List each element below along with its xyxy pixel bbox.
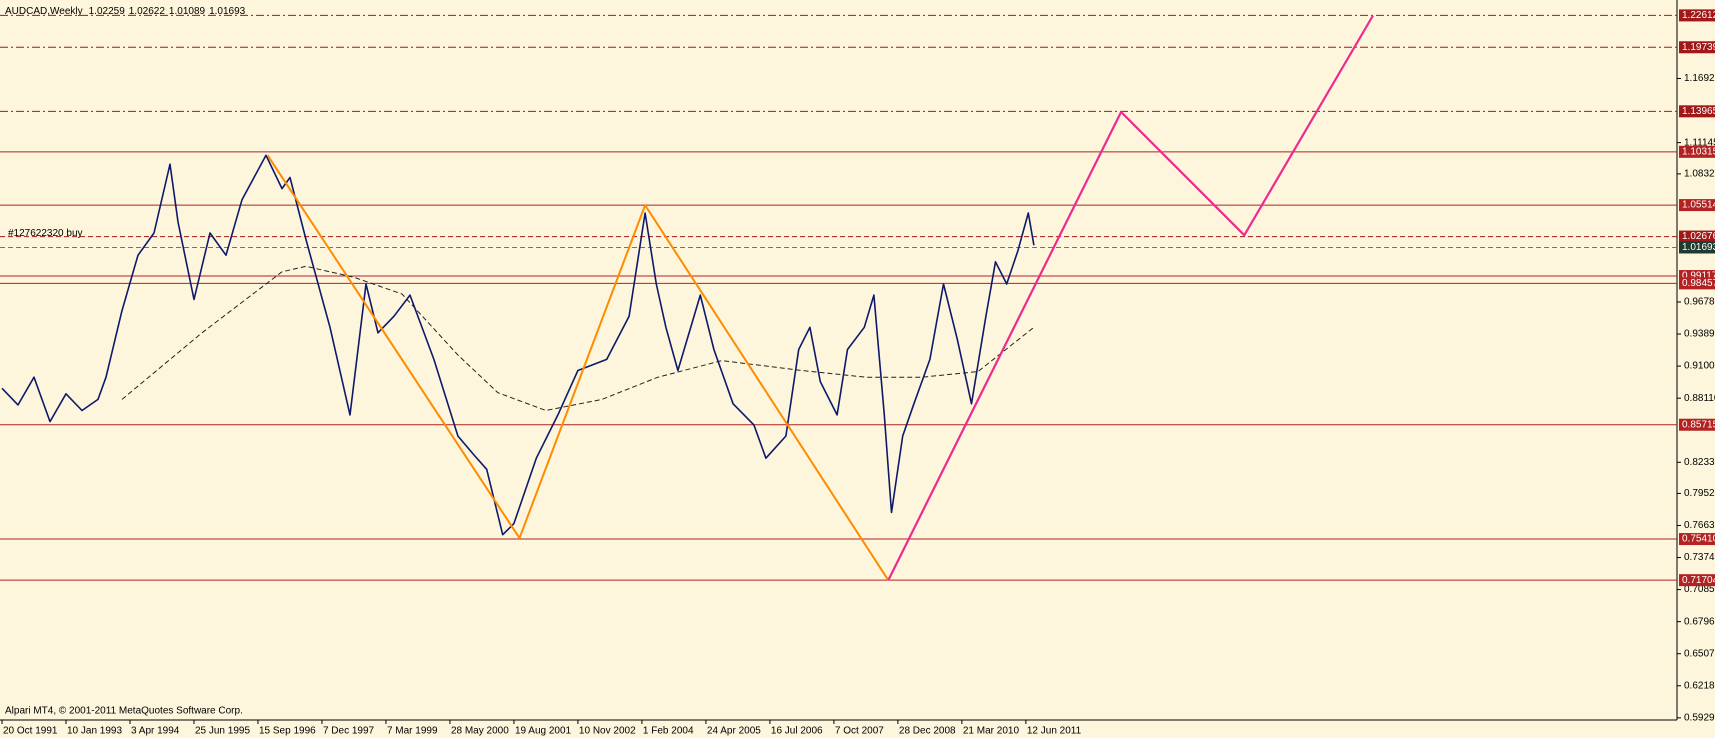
price-level-box [1679,230,1715,243]
x-tick-label: 1 Feb 2004 [643,726,694,737]
x-tick-label: 12 Jun 2011 [1027,726,1082,737]
price-line [266,154,890,581]
price-level-box [1679,418,1715,431]
y-tick-label: 0.76635 [1684,520,1715,531]
x-tick-label: 7 Dec 1997 [323,726,375,737]
symbol: AUDCAD,Weekly [5,6,83,17]
price-line [1,154,1035,536]
y-tick-label: 1.16925 [1684,73,1715,84]
x-tick-label: 10 Nov 2002 [579,726,636,737]
price-level-box [1679,574,1715,587]
order-label: #127622320 buy [8,228,83,239]
price-level-box [1679,241,1715,254]
y-tick-label: 1.08325 [1684,169,1715,180]
y-tick-label: 0.67965 [1684,616,1715,627]
x-tick-label: 3 Apr 1994 [131,726,180,737]
price-level-box [1679,9,1715,22]
price-level-label: 1.01693 [1682,242,1715,253]
chart-header: AUDCAD,Weekly 1.02259 1.02622 1.01089 1.0169… [5,6,246,17]
x-tick-label: 7 Oct 2007 [835,726,884,737]
x-tick-label: 28 May 2000 [451,726,509,737]
price-level-label: 0.99117 [1682,271,1715,282]
price-level-box [1679,199,1715,212]
x-tick-label: 19 Aug 2001 [515,726,572,737]
price-level-box [1679,533,1715,546]
price-line [887,14,1374,581]
price-level-label: 1.19739 [1682,42,1715,53]
price-level-label: 0.85715 [1682,419,1715,430]
price-level-label: 1.02676 [1682,231,1715,242]
x-tick-label: 16 Jul 2006 [771,726,823,737]
price-level-box [1679,277,1715,290]
open: 1.02259 [89,6,126,17]
x-tick-label: 21 Mar 2010 [963,726,1020,737]
close: 1.01693 [209,6,246,17]
price-level-box [1679,41,1715,54]
price-level-box [1679,145,1715,158]
price-level-label: 0.75410 [1682,534,1715,545]
x-tick-label: 20 Oct 1991 [3,726,58,737]
y-tick-label: 0.59295 [1684,712,1715,723]
low: 1.01089 [169,6,206,17]
price-level-label: 1.10315 [1682,146,1715,157]
price-level-label: 1.22612 [1682,10,1715,21]
y-tick-label: 0.62185 [1684,680,1715,691]
x-tick-label: 25 Jun 1995 [195,726,250,737]
y-tick-label: 0.79525 [1684,488,1715,499]
y-tick-label: 0.65075 [1684,648,1715,659]
price-level-label: 0.98457 [1682,278,1715,289]
price-level-label: 1.13965 [1682,106,1715,117]
copyright: Alpari MT4, © 2001-2011 MetaQuotes Softw… [5,706,243,717]
price-level-label: 0.71704 [1682,575,1715,586]
price-level-label: 1.05514 [1682,200,1715,211]
y-tick-label: 0.70855 [1684,584,1715,595]
price-line [121,265,1035,411]
y-tick-label: 1.11145 [1684,137,1715,148]
x-tick-label: 10 Jan 1993 [67,726,122,737]
x-tick-label: 24 Apr 2005 [707,726,761,737]
price-level-box [1679,105,1715,118]
high: 1.02622 [129,6,166,17]
x-tick-label: 28 Dec 2008 [899,726,956,737]
x-tick-label: 15 Sep 1996 [259,726,316,737]
y-tick-label: 0.73745 [1684,552,1715,563]
x-tick-label: 7 Mar 1999 [387,726,438,737]
